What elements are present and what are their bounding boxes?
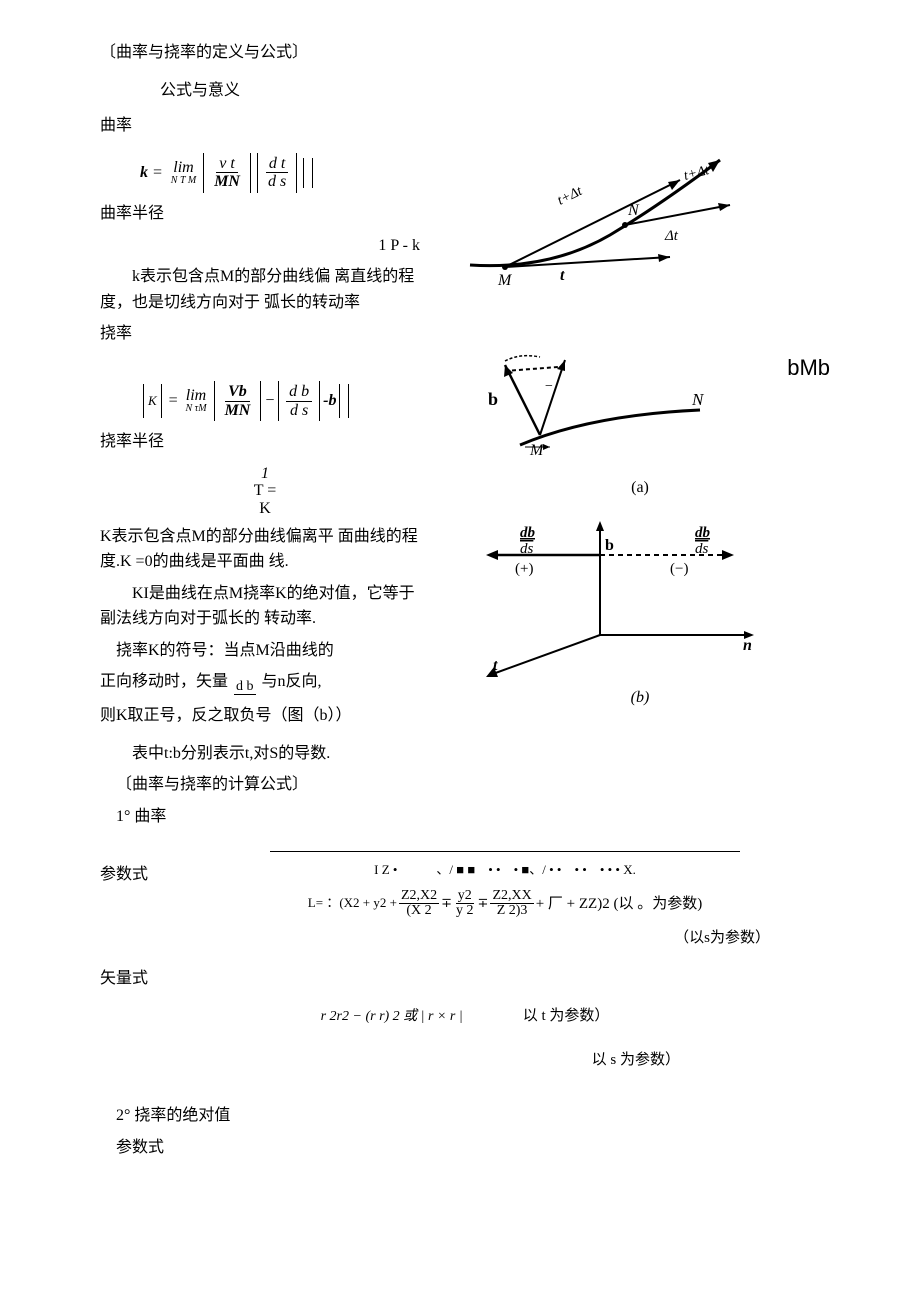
vec-formula: r 2r2 − (r r) 2 或 | r × r | (321, 1006, 463, 1028)
curvature-radius-label: 曲率半径 (100, 201, 430, 227)
db2: db (695, 525, 711, 541)
sign-line2a: 正向移动时，矢量 (100, 669, 228, 695)
torsion-desc1: K表示包含点M的部分曲线偏离平 面曲线的程度.K =0的曲线是平面曲 线. (100, 524, 430, 575)
lim-text: lim (173, 160, 193, 176)
label-b: b (488, 389, 498, 409)
fc-d: Z 2)3 (495, 904, 530, 918)
tail: -b (323, 388, 336, 414)
caption-b: (b) (450, 685, 830, 711)
curvature-radius-formula: 1 P - k (100, 233, 430, 259)
fn: Vb (225, 383, 250, 402)
frac-num2: d t (266, 155, 288, 174)
fc-n: Z2,XX (490, 889, 533, 904)
lim-sub: N τM (185, 404, 206, 414)
equals: = (152, 160, 163, 186)
minus: − (264, 388, 275, 414)
torsion-radius-label: 挠率半径 (100, 429, 430, 455)
b3: b (605, 537, 614, 554)
n3: n (743, 637, 752, 654)
tb-note: 表中t:b分别表示t,对S的导数. (100, 741, 830, 767)
fn2: d b (286, 383, 312, 402)
vector-label: 矢量式 (100, 966, 830, 992)
label-dt: Δt (664, 228, 679, 244)
label-M: M (497, 272, 513, 289)
fd: MN (222, 402, 254, 420)
label-M2: M (529, 442, 545, 459)
calc-line1: I Z • 、/ ■ ■ • • • ■、/ • • • • • • • X. (180, 860, 830, 881)
calc-title: 〔曲率与挠率的计算公式〕 (116, 772, 830, 798)
section-title: 〔曲率与挠率的定义与公式〕 (100, 40, 830, 66)
radius-den: K (259, 500, 271, 518)
svg-text:−: − (545, 379, 553, 394)
fa-d: (X 2 (404, 904, 433, 918)
curvature-formula: k = lim N T M v t MN d t d s (140, 153, 430, 193)
lim-sub: N T M (171, 176, 196, 186)
k-sym: K (148, 391, 157, 412)
l2a: L= ：(X2 + y2 + (308, 893, 397, 914)
subtitle: 公式与意义 (160, 78, 830, 104)
deg1: 1° 曲率 (116, 804, 830, 830)
fb-d: y 2 (454, 904, 476, 918)
db1: db (520, 525, 536, 541)
deg2: 2° 挠率的绝对值 (116, 1103, 830, 1129)
torsion-label: 挠率 (100, 321, 430, 347)
torsion-desc2: KI是曲线在点M挠率K的绝对值，它等于副法线方向对于弧长的 转动率. (100, 581, 430, 632)
torsion-sign-lead: 挠率K的符号：当点M沿曲线的 (100, 638, 430, 664)
diagram-binormal: b M N − (450, 335, 750, 475)
s-note2: 以 s 为参数） (100, 1048, 830, 1072)
ds2: ds (695, 541, 709, 557)
param-label: 参数式 (100, 847, 180, 950)
db-num: d b (234, 680, 256, 695)
label-N2: N (691, 390, 705, 409)
sign-line2b: 与n反向, (262, 669, 322, 695)
fa-n: Z2,X2 (399, 889, 439, 904)
k-symbol: k (140, 160, 148, 186)
label-tpdt2: t+Δt (682, 163, 711, 184)
fd2: d s (287, 402, 311, 420)
ds1: ds (520, 541, 534, 557)
radius-mid: T = (254, 482, 277, 500)
label-N: N (627, 202, 640, 219)
pm2: ∓ (478, 893, 489, 914)
diagram-tangent: M N t Δt t+Δt t+Δt (450, 145, 750, 295)
fb-n: y2 (456, 889, 474, 904)
curvature-label: 曲率 (100, 113, 830, 139)
curvature-desc: k表示包含点M的部分曲线偏 离直线的程度，也是切线方向对于 弧长的转动率 (100, 264, 430, 315)
frac-den: MN (211, 173, 243, 191)
t-note: 以 t 为参数） (523, 1004, 610, 1028)
caption-a: (a) (450, 475, 830, 501)
diagram-sign: db ds db ds (+) (−) b n t (450, 515, 770, 685)
radius-num: 1 (261, 465, 269, 483)
plus: (+) (515, 561, 533, 577)
eq: = (168, 388, 179, 414)
lim: lim (186, 388, 206, 404)
pm1: ∓ (441, 893, 452, 914)
t3: t (493, 657, 498, 674)
torsion-formula: K = lim N τM Vb MN − d b d s -b (140, 381, 430, 421)
label-t: t (560, 267, 565, 284)
sign-line3: 则K取正号，反之取负号（图（b）） (100, 703, 430, 729)
minus: (−) (670, 561, 688, 577)
frac-num: v t (216, 155, 238, 174)
s-note: （以s为参数） (180, 926, 830, 950)
param-label2: 参数式 (116, 1135, 830, 1161)
bmb-label: bMb (787, 350, 830, 385)
l2b: + 厂 + ZZ)2 (以 。为参数) (536, 892, 702, 916)
frac-den2: d s (265, 173, 289, 191)
label-tpdt: t+Δt (555, 183, 585, 208)
